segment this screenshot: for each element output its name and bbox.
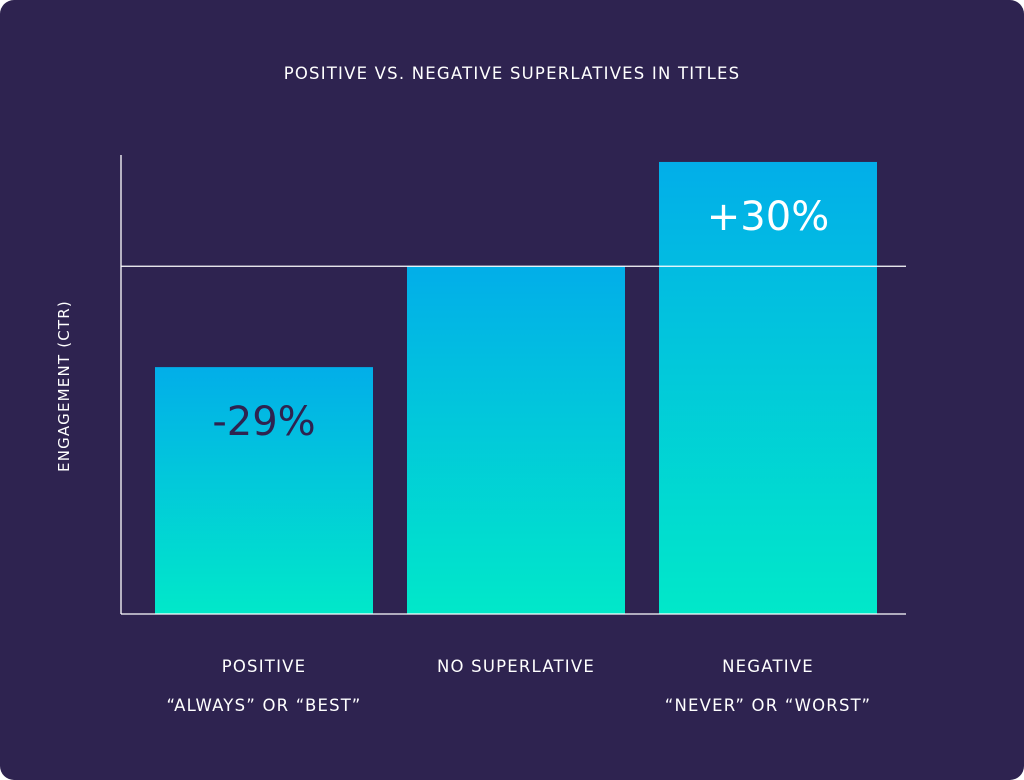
data-label-positive: -29% (212, 399, 316, 446)
bars-group (155, 161, 877, 615)
y-axis-label: ENGAGEMENT (CTR) (55, 300, 73, 472)
category-label-line2: “ALWAYS” OR “BEST” (166, 696, 362, 715)
category-label-negative: NEGATIVE “NEVER” OR “WORST” (618, 657, 918, 716)
data-label-negative: +30% (706, 193, 830, 240)
category-label-line1: POSITIVE (221, 657, 307, 676)
category-label-line2: “NEVER” OR “WORST” (664, 696, 872, 715)
category-label-no-superlative: NO SUPERLATIVE (366, 657, 666, 716)
category-label-line1: NEGATIVE (722, 657, 814, 676)
category-label-line1: NO SUPERLATIVE (436, 657, 595, 676)
bar-2 (659, 161, 877, 615)
chart-title: POSITIVE VS. NEGATIVE SUPERLATIVES IN TI… (283, 64, 741, 83)
bar-1 (407, 266, 625, 614)
bar-0 (155, 367, 373, 614)
category-label-positive: POSITIVE “ALWAYS” OR “BEST” (114, 657, 414, 716)
